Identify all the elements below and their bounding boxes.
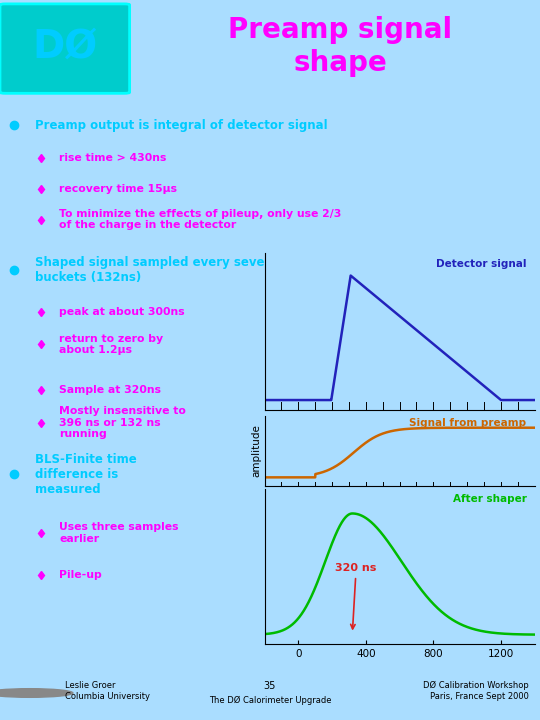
- Text: peak at about 300ns: peak at about 300ns: [59, 307, 185, 317]
- Text: Sample at 320ns: Sample at 320ns: [59, 385, 161, 395]
- Text: Mostly insensitive to
396 ns or 132 ns
running: Mostly insensitive to 396 ns or 132 ns r…: [59, 406, 186, 439]
- Text: recovery time 15μs: recovery time 15μs: [59, 184, 178, 194]
- Text: Detector signal: Detector signal: [436, 259, 526, 269]
- Y-axis label: amplitude: amplitude: [252, 424, 262, 477]
- Text: After shaper: After shaper: [453, 494, 526, 504]
- Text: To minimize the effects of pileup, only use 2/3
of the charge in the detector: To minimize the effects of pileup, only …: [59, 209, 342, 230]
- FancyBboxPatch shape: [0, 4, 130, 94]
- Text: DØ: DØ: [32, 27, 97, 66]
- Text: DØ Calibration Workshop
Paris, France Sept 2000: DØ Calibration Workshop Paris, France Se…: [423, 681, 529, 701]
- Text: 320 ns: 320 ns: [335, 563, 377, 629]
- Text: Signal from preamp: Signal from preamp: [409, 418, 526, 428]
- Text: BLS-Finite time
difference is
measured: BLS-Finite time difference is measured: [35, 453, 137, 496]
- Text: The DØ Calorimeter Upgrade: The DØ Calorimeter Upgrade: [209, 696, 331, 705]
- Text: return to zero by
about 1.2μs: return to zero by about 1.2μs: [59, 333, 164, 355]
- Text: Uses three samples
earlier: Uses three samples earlier: [59, 523, 179, 544]
- Text: 35: 35: [264, 681, 276, 691]
- Circle shape: [0, 688, 73, 697]
- Text: Shaped signal sampled every seven RF
buckets (132ns): Shaped signal sampled every seven RF buc…: [35, 256, 294, 284]
- Text: Preamp signal
shape: Preamp signal shape: [228, 17, 453, 77]
- Text: Preamp output is integral of detector signal: Preamp output is integral of detector si…: [35, 119, 328, 132]
- Text: Pile-up: Pile-up: [59, 570, 102, 580]
- Text: rise time > 430ns: rise time > 430ns: [59, 153, 167, 163]
- Text: Leslie Groer
Columbia University: Leslie Groer Columbia University: [65, 681, 150, 701]
